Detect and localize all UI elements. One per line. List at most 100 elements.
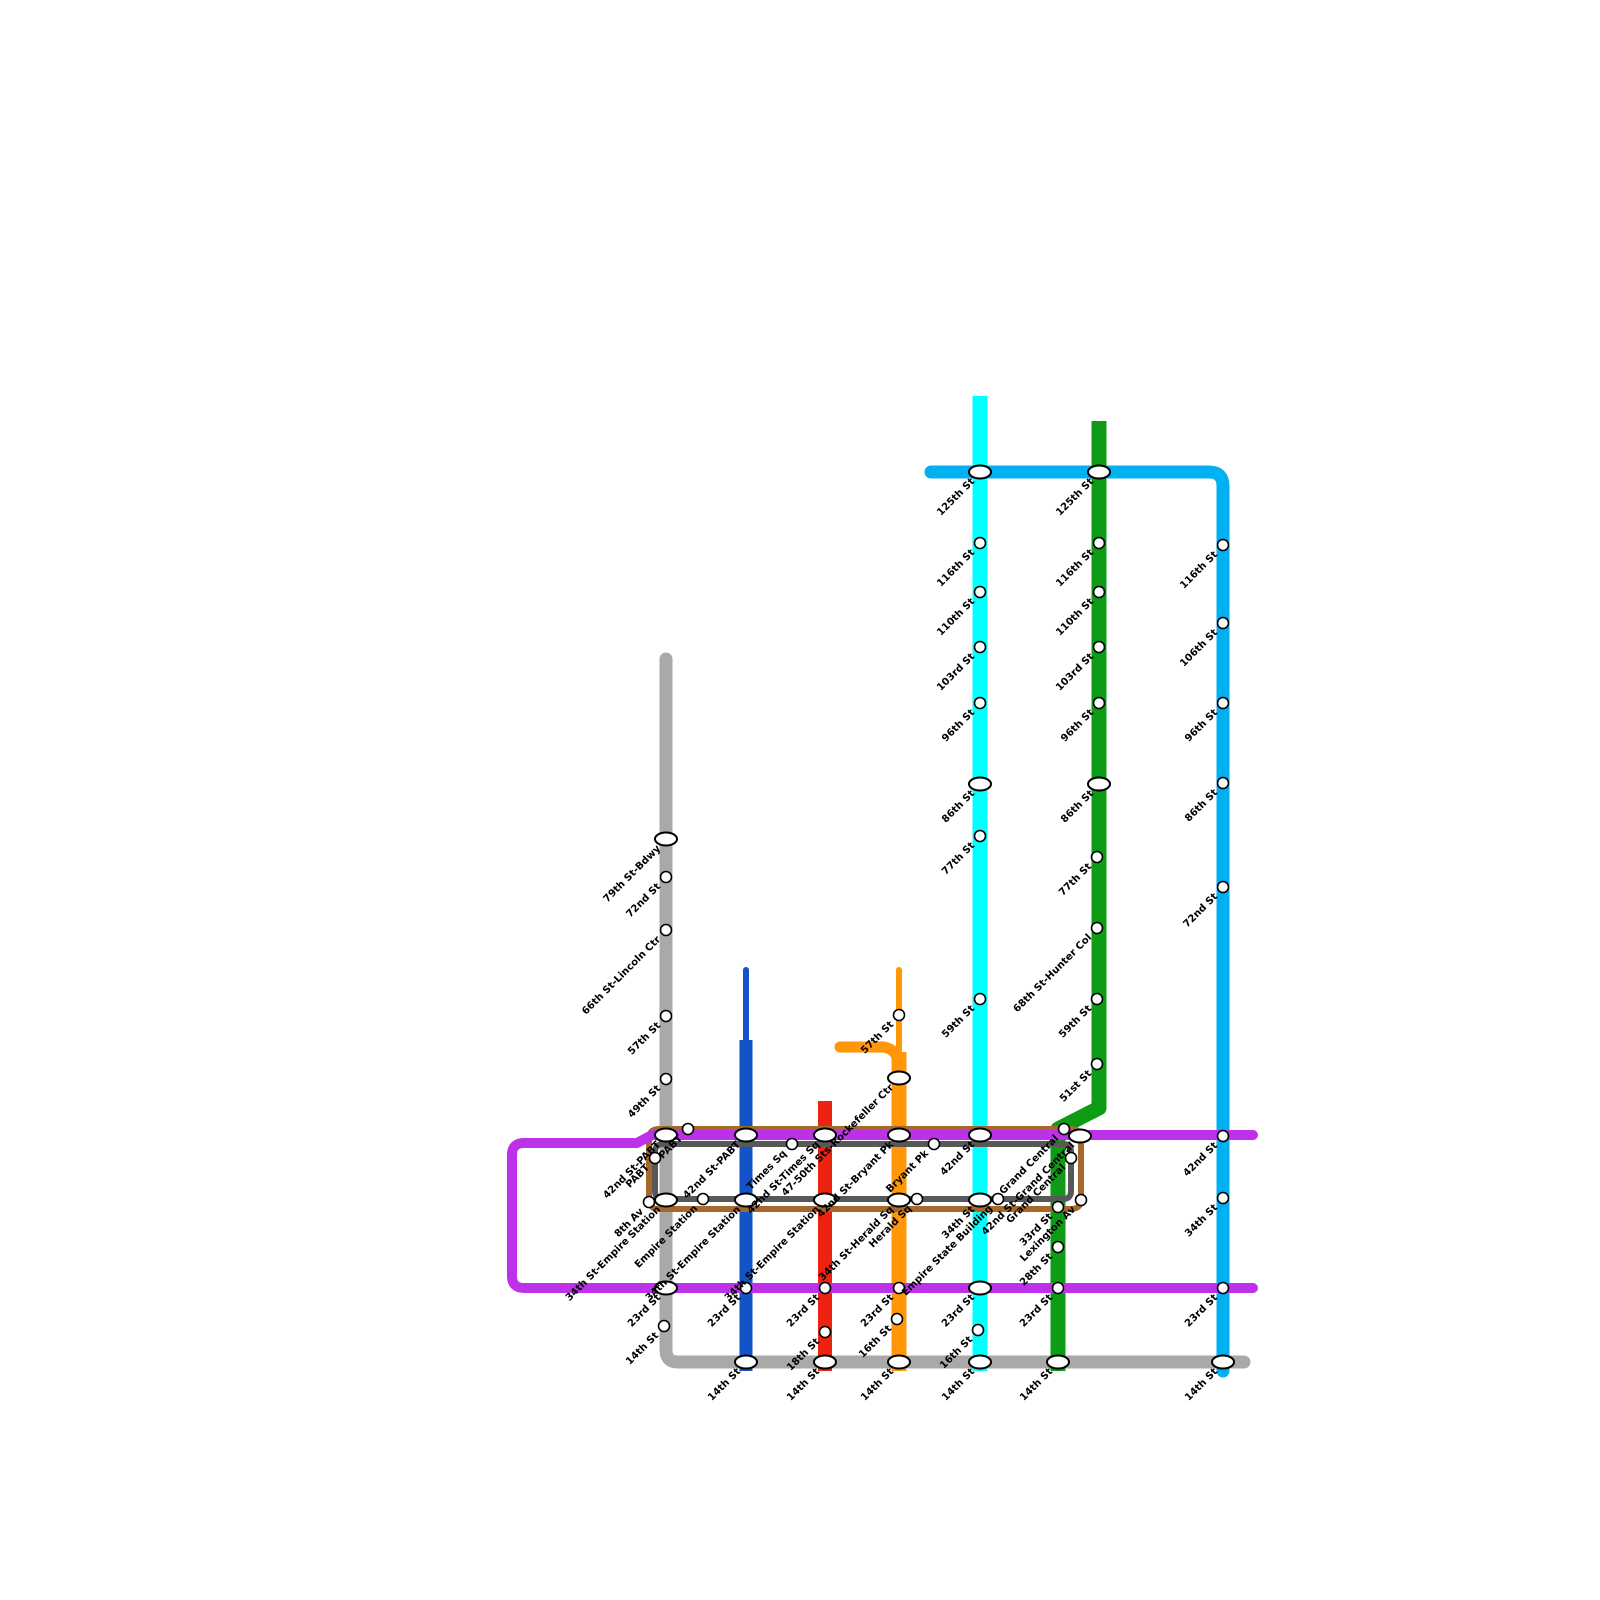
station-cyan-line-34th-st[interactable]: [968, 1192, 992, 1208]
station-label-14th-st: 14th St: [1183, 1366, 1220, 1403]
station-darkgray-loop-pabt[interactable]: [648, 1151, 662, 1165]
station-label-59th-st: 59th St: [940, 1003, 977, 1040]
station-green-line-51st-st[interactable]: [1090, 1057, 1104, 1071]
station-brown-loop-8th-av[interactable]: [642, 1195, 656, 1209]
station-lightblue-line-23rd-st[interactable]: [1216, 1281, 1230, 1295]
station-cyan-line-14th-st[interactable]: [968, 1354, 992, 1370]
line-lightblue-line: [924, 465, 1230, 1378]
station-cyan-line-23rd-st[interactable]: [968, 1280, 992, 1296]
station-green-line-77th-st[interactable]: [1090, 850, 1104, 864]
station-green-line-14th-st[interactable]: [1046, 1354, 1070, 1370]
station-brown-loop-lexington-av[interactable]: [1074, 1193, 1088, 1207]
station-blue-line-23rd-st[interactable]: [739, 1281, 753, 1295]
station-orange-line-23rd-st[interactable]: [892, 1281, 906, 1295]
station-cyan-line-86th-st[interactable]: [968, 776, 992, 792]
station-label-14th-st: 14th St: [1018, 1366, 1055, 1403]
station-cyan-line-59th-st[interactable]: [973, 992, 987, 1006]
station-lightblue-line-106th-st[interactable]: [1216, 616, 1230, 630]
station-label-23rd-st: 23rd St: [859, 1292, 896, 1329]
station-lightblue-line-72nd-st[interactable]: [1216, 880, 1230, 894]
station-orange-line-57th-st[interactable]: [892, 1008, 906, 1022]
station-green-line-125th-st[interactable]: [1087, 464, 1111, 480]
station-green-line-59th-st[interactable]: [1090, 992, 1104, 1006]
station-label-116th-st: 116th St: [1178, 549, 1220, 591]
station-green-line-86th-st[interactable]: [1087, 776, 1111, 792]
line-gray-line: [659, 652, 1251, 1369]
station-label-14th-st: 14th St: [706, 1366, 743, 1403]
station-label-125th-st: 125th St: [1054, 476, 1096, 518]
station-lightblue-line-116th-st[interactable]: [1216, 538, 1230, 552]
station-label-77th-st: 77th St: [940, 840, 977, 877]
station-label-14th-st: 14th St: [940, 1366, 977, 1403]
station-label-103rd-st: 103rd St: [935, 651, 977, 693]
station-green-line-28th-st[interactable]: [1051, 1240, 1065, 1254]
station-label-72nd-st: 72nd St: [1181, 891, 1220, 930]
station-lightblue-line-34th-st[interactable]: [1216, 1191, 1230, 1205]
station-gray-line-72nd-st[interactable]: [659, 870, 673, 884]
station-lightblue-line-14th-st[interactable]: [1211, 1354, 1235, 1370]
station-label-116th-st: 116th St: [935, 547, 977, 589]
station-green-line-96th-st[interactable]: [1092, 696, 1106, 710]
station-green-line-110th-st[interactable]: [1092, 585, 1106, 599]
station-label-23rd-st: 23rd St: [1183, 1292, 1220, 1329]
station-green-line-68th-st-hunter-col[interactable]: [1090, 921, 1104, 935]
station-label-14th-st: 14th St: [624, 1330, 661, 1367]
station-red-line-18th-st[interactable]: [818, 1325, 832, 1339]
station-orange-line-47-50th-sts-rockefeller-ctr[interactable]: [887, 1070, 911, 1086]
station-lightblue-line-42nd-st[interactable]: [1216, 1129, 1230, 1143]
station-gray-line-57th-st[interactable]: [659, 1009, 673, 1023]
station-cyan-line-42nd-st[interactable]: [968, 1127, 992, 1143]
station-green-line-116th-st[interactable]: [1092, 536, 1106, 550]
station-label-49th-st: 49th St: [626, 1083, 663, 1120]
station-darkgray-loop-bryant-pk[interactable]: [927, 1137, 941, 1151]
station-lightblue-line-96th-st[interactable]: [1216, 696, 1230, 710]
station-gray-line-23rd-st[interactable]: [654, 1280, 678, 1296]
station-label-103rd-st: 103rd St: [1054, 651, 1096, 693]
station-green-line-33rd-st[interactable]: [1051, 1200, 1065, 1214]
station-gray-line-66th-st-lincoln-ctr[interactable]: [659, 923, 673, 937]
station-cyan-line-110th-st[interactable]: [973, 585, 987, 599]
station-lightblue-line-86th-st[interactable]: [1216, 776, 1230, 790]
station-cyan-line-96th-st[interactable]: [973, 696, 987, 710]
station-label-125th-st: 125th St: [935, 476, 977, 518]
station-orange-line-16th-st[interactable]: [890, 1312, 904, 1326]
station-darkgray-loop-herald-sq[interactable]: [910, 1192, 924, 1206]
station-cyan-line-125th-st[interactable]: [968, 464, 992, 480]
station-gray-line-42nd-st-pabt[interactable]: [654, 1127, 678, 1143]
line-purple-line: [507, 1130, 1258, 1293]
station-blue-line-34th-st-empire-station[interactable]: [734, 1192, 758, 1208]
station-brown-loop-pabt[interactable]: [681, 1122, 695, 1136]
station-orange-line-14th-st[interactable]: [887, 1354, 911, 1370]
station-cyan-line-16th-st[interactable]: [971, 1323, 985, 1337]
station-label-96th-st: 96th St: [1059, 707, 1096, 744]
station-red-line-14th-st[interactable]: [813, 1354, 837, 1370]
station-darkgray-loop-empire-station[interactable]: [696, 1192, 710, 1206]
station-darkgray-loop-empire-state-building[interactable]: [991, 1192, 1005, 1206]
station-orange-line-34th-st-herald-sq[interactable]: [887, 1192, 911, 1208]
station-gray-line-49th-st[interactable]: [659, 1072, 673, 1086]
station-cyan-line-116th-st[interactable]: [973, 536, 987, 550]
station-label-bryant-pk: Bryant Pk: [884, 1148, 931, 1195]
station-brown-loop-grand-central[interactable]: [1057, 1122, 1071, 1136]
station-gray-line-14th-st[interactable]: [657, 1319, 671, 1333]
station-red-line-23rd-st[interactable]: [818, 1281, 832, 1295]
station-label-116th-st: 116th St: [1054, 547, 1096, 589]
station-gray-line-79th-st-bdwy[interactable]: [654, 831, 678, 847]
station-red-line-34th-st-empire-station[interactable]: [813, 1192, 837, 1208]
station-green-line-23rd-st[interactable]: [1051, 1281, 1065, 1295]
station-label-59th-st: 59th St: [1057, 1003, 1094, 1040]
station-gray-line-34th-st-empire-station[interactable]: [654, 1192, 678, 1208]
station-blue-line-14th-st[interactable]: [734, 1354, 758, 1370]
station-cyan-line-77th-st[interactable]: [973, 829, 987, 843]
station-red-line-42nd-st-times-sq[interactable]: [813, 1127, 837, 1143]
station-darkgray-loop-grand-central[interactable]: [1064, 1151, 1078, 1165]
station-cyan-line-103rd-st[interactable]: [973, 640, 987, 654]
station-green-line-42nd-st-grand-central[interactable]: [1068, 1128, 1092, 1144]
station-label-57th-st: 57th St: [626, 1020, 663, 1057]
station-orange-line-42nd-st-bryant-pk[interactable]: [887, 1127, 911, 1143]
station-label-23rd-st: 23rd St: [940, 1292, 977, 1329]
station-darkgray-loop-times-sq[interactable]: [785, 1137, 799, 1151]
station-green-line-103rd-st[interactable]: [1092, 640, 1106, 654]
station-blue-line-42nd-st-pabt[interactable]: [734, 1127, 758, 1143]
